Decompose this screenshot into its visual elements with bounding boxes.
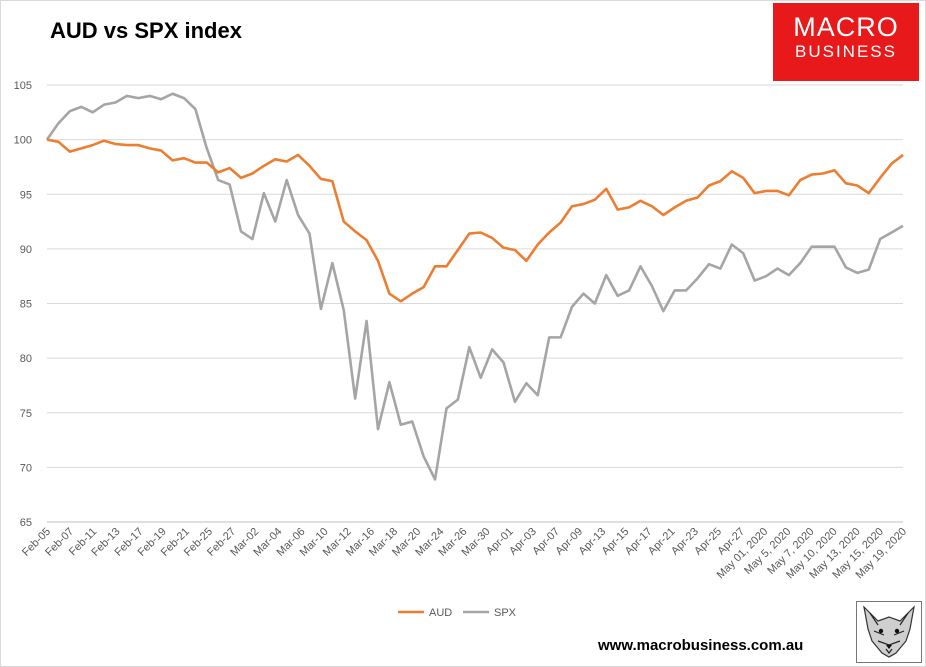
website-url: www.macrobusiness.com.au xyxy=(598,637,804,654)
y-tick-label: 85 xyxy=(20,299,32,311)
y-tick-label: 100 xyxy=(14,135,32,147)
legend: AUD SPX xyxy=(398,607,517,619)
y-tick-label: 80 xyxy=(20,353,32,365)
series-line-aud xyxy=(46,138,904,303)
fox-logo-icon xyxy=(856,601,922,663)
logo-line-2: BUSINESS xyxy=(795,42,897,61)
y-tick-label: 90 xyxy=(20,244,32,256)
y-tick-label: 65 xyxy=(20,517,32,529)
series-lines xyxy=(45,92,904,481)
series-line-spx xyxy=(45,92,904,481)
x-axis-ticks: Feb-05Feb-07Feb-11Feb-13Feb-17Feb-19Feb-… xyxy=(20,526,909,582)
logo-line-1: MACRO xyxy=(793,12,899,42)
legend-label-aud: AUD xyxy=(429,607,452,619)
y-tick-label: 95 xyxy=(20,189,32,201)
legend-label-spx: SPX xyxy=(494,607,517,619)
y-tick-label: 105 xyxy=(14,80,32,92)
gridlines xyxy=(47,84,903,523)
y-tick-label: 70 xyxy=(20,462,32,474)
y-axis-ticks: 65 70 75 80 85 90 95 100 105 xyxy=(14,80,32,529)
macrobusiness-logo: MACRO BUSINESS xyxy=(773,3,919,81)
y-tick-label: 75 xyxy=(20,408,32,420)
chart-title: AUD vs SPX index xyxy=(50,18,242,43)
